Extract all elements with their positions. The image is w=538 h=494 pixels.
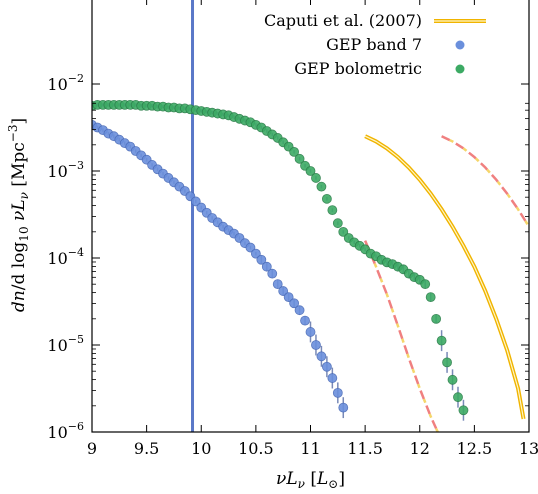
y-axis-label: dn/d log10 νLν [Mpc−3] [6, 118, 31, 312]
gep-band-7-point [338, 402, 349, 413]
plot-area [92, 0, 529, 432]
x-tick-label: 9.5 [134, 439, 159, 458]
y-tick-label: 10−5 [47, 333, 84, 355]
gep-bolometric-point [442, 357, 452, 368]
gep-bolometric-point [425, 292, 436, 303]
gep-bolometric-point [316, 181, 327, 192]
gep-band-7-point [267, 268, 278, 279]
gep-band-7-point [305, 327, 316, 337]
gep-band-7-point [190, 196, 201, 207]
gep-band-7-point [300, 315, 310, 326]
gep-band-7-point [278, 286, 289, 296]
caputi-line [364, 134, 526, 420]
gep-band-7-point [316, 351, 327, 362]
gep-band-7-point [256, 254, 267, 265]
gep-bolometric-point [447, 374, 458, 385]
gep-band-7-point [272, 279, 283, 290]
gep-bolometric-point [294, 153, 305, 164]
x-tick-label: 11 [300, 439, 320, 458]
gep-bolometric-point [431, 313, 442, 324]
y-tick-label: 10−6 [47, 420, 84, 442]
x-tick-label: 12.5 [457, 439, 493, 458]
dashed-model-line-accent [441, 135, 529, 228]
gep-band-7-point [245, 242, 256, 253]
x-tick-label: 10 [191, 439, 211, 458]
gep-band-7-point [250, 248, 261, 259]
gep-bolometric-point [321, 193, 332, 204]
gep-bolometric-point [453, 392, 463, 403]
dashed-model-line [441, 135, 529, 228]
x-tick-label: 13 [519, 439, 538, 458]
gep-bolometric-point [311, 173, 321, 183]
x-tick-label: 12 [410, 439, 430, 458]
gep-bolometric-point [338, 226, 349, 237]
gep-band-7-point [294, 305, 305, 316]
gep-bolometric-point [332, 218, 343, 229]
gep-band-7-point [332, 387, 343, 398]
gep-band-7-point [327, 373, 338, 383]
gep-bolometric-point [420, 279, 431, 290]
gep-bolometric-point [289, 146, 300, 157]
y-tick-label: 10−4 [47, 246, 84, 268]
gep-band-7-point [283, 292, 294, 303]
legend-gep-band-7-swatch [455, 40, 465, 50]
legend-gep-bolometric-swatch [455, 64, 465, 74]
gep-band-7-point [289, 298, 300, 309]
gep-band-7-point [311, 340, 321, 350]
caputi-line-core [364, 135, 525, 420]
y-tick-label: 10−3 [47, 159, 84, 181]
gep-bolometric-point [305, 166, 316, 176]
x-axis-label: νLν [L⊙] [276, 469, 345, 491]
gep-bolometric-point [458, 405, 469, 416]
legend-gep-band-7-label: GEP band 7 [326, 35, 422, 54]
legend-caputi-et-al-2007-label: Caputi et al. (2007) [264, 11, 422, 30]
x-tick-label: 10.5 [238, 439, 274, 458]
dashed-model-line [363, 240, 440, 432]
gep-band-7-point [321, 361, 332, 372]
x-tick-label: 9 [87, 439, 97, 458]
x-tick-label: 11.5 [347, 439, 383, 458]
gep-bolometric-point [436, 335, 447, 346]
gep-band-7-point [261, 261, 272, 272]
y-tick-label: 10−2 [47, 72, 84, 94]
gep-bolometric-point [327, 205, 338, 216]
legend-gep-bolometric-label: GEP bolometric [294, 59, 422, 78]
